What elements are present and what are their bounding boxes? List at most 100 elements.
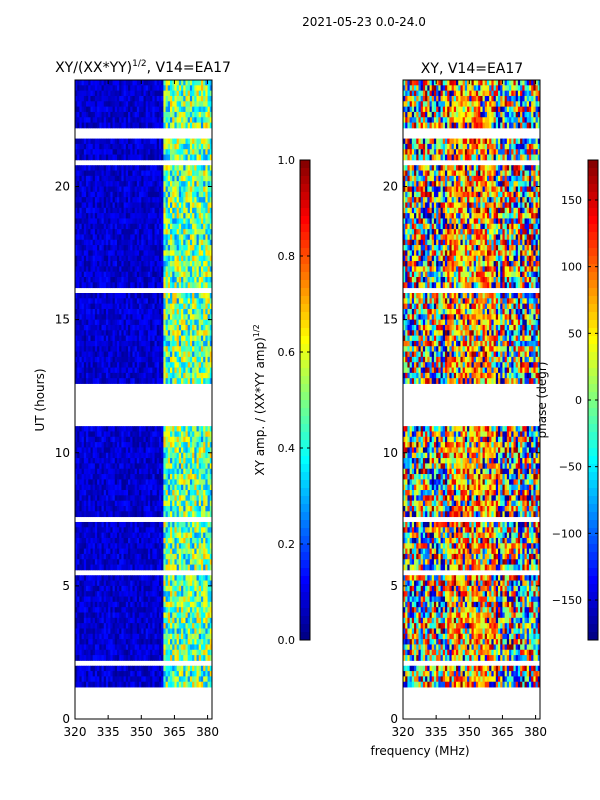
heatmap-cell: [178, 111, 182, 118]
heatmap-cell: [114, 245, 118, 251]
heatmap-cell: [147, 250, 151, 257]
heatmap-cell: [88, 207, 91, 214]
heatmap-cell: [119, 90, 122, 97]
heatmap-cell: [94, 85, 98, 92]
heatmap-cell: [121, 261, 125, 267]
heatmap-cell: [134, 122, 138, 129]
heatmap-cell: [125, 426, 129, 432]
heatmap-cell: [165, 80, 169, 86]
heatmap-cell: [172, 431, 175, 438]
heatmap-cell: [170, 308, 173, 315]
heatmap-cell: [123, 165, 127, 171]
heatmap-cell: [99, 239, 102, 246]
heatmap-cell: [116, 143, 120, 150]
heatmap-cell: [158, 314, 162, 321]
heatmap-cell: [130, 154, 133, 161]
heatmap-cell: [139, 277, 142, 283]
heatmap-cell: [88, 165, 91, 171]
heatmap-cell: [176, 319, 180, 326]
heatmap-cell: [207, 138, 211, 145]
heatmap-cell: [152, 191, 155, 198]
heatmap-cell: [198, 85, 202, 92]
heatmap-cell: [205, 303, 208, 310]
heatmap-cell: [116, 165, 120, 171]
heatmap-cell: [161, 175, 164, 182]
heatmap-cell: [99, 95, 102, 102]
heatmap-cell: [209, 90, 213, 97]
heatmap-cell: [163, 303, 166, 310]
heatmap-cell: [139, 266, 142, 273]
heatmap-cell: [103, 90, 107, 97]
heatmap-cell: [200, 351, 204, 358]
heatmap-cell: [141, 154, 144, 161]
heatmap-cell: [97, 324, 100, 331]
heatmap-cell: [92, 250, 96, 257]
heatmap-cell: [189, 239, 193, 246]
heatmap-cell: [92, 165, 96, 171]
heatmap-cell: [158, 319, 162, 326]
heatmap-cell: [97, 351, 100, 358]
heatmap-cell: [198, 106, 202, 113]
heatmap-cell: [114, 191, 118, 198]
heatmap-cell: [125, 298, 129, 305]
heatmap-cell: [92, 80, 96, 86]
heatmap-cell: [77, 181, 80, 187]
heatmap-cell: [77, 191, 80, 198]
heatmap-cell: [207, 346, 211, 352]
heatmap-cell: [125, 138, 129, 145]
heatmap-cell: [128, 340, 131, 347]
heatmap-cell: [77, 298, 80, 305]
heatmap-cell: [121, 255, 125, 262]
heatmap-cell: [125, 314, 129, 321]
heatmap-cell: [152, 213, 155, 219]
heatmap-cell: [194, 101, 197, 108]
heatmap-cell: [178, 255, 182, 262]
heatmap-cell: [99, 277, 102, 283]
heatmap-cell: [83, 426, 87, 432]
heatmap-cell: [130, 80, 133, 86]
heatmap-cell: [136, 170, 140, 177]
heatmap-cell: [128, 372, 131, 379]
heatmap-cell: [163, 298, 166, 305]
heatmap-cell: [81, 330, 85, 336]
heatmap-cell: [156, 340, 160, 347]
heatmap-cell: [125, 197, 129, 203]
heatmap-cell: [158, 266, 162, 273]
heatmap-cell: [108, 85, 111, 92]
heatmap-cell: [139, 138, 142, 145]
heatmap-cell: [105, 223, 109, 230]
heatmap-cell: [187, 111, 191, 118]
heatmap-cell: [88, 143, 91, 150]
heatmap-cell: [136, 356, 140, 363]
heatmap-cell: [75, 197, 78, 203]
heatmap-cell: [141, 356, 144, 363]
heatmap-cell: [128, 117, 131, 124]
heatmap-cell: [154, 165, 158, 171]
heatmap-cell: [205, 143, 208, 150]
heatmap-cell: [116, 175, 120, 182]
heatmap-cell: [200, 431, 204, 438]
heatmap-cell: [119, 330, 122, 336]
heatmap-cell: [145, 218, 149, 225]
heatmap-cell: [134, 340, 138, 347]
heatmap-cell: [75, 277, 78, 283]
heatmap-cell: [170, 255, 173, 262]
heatmap-cell: [147, 202, 151, 209]
heatmap-cell: [174, 181, 178, 187]
heatmap-cell: [125, 340, 129, 347]
heatmap-cell: [161, 223, 164, 230]
heatmap-cell: [187, 165, 191, 171]
heatmap-cell: [154, 143, 158, 150]
heatmap-cell: [92, 202, 96, 209]
heatmap-cell: [105, 165, 109, 171]
heatmap-cell: [183, 282, 186, 289]
heatmap-cell: [174, 170, 178, 177]
heatmap-cell: [123, 250, 127, 257]
heatmap-cell: [143, 378, 147, 384]
heatmap-cell: [134, 282, 138, 289]
heatmap-cell: [176, 261, 180, 267]
heatmap-cell: [110, 229, 113, 235]
heatmap-cell: [200, 80, 204, 86]
heatmap-cell: [101, 90, 105, 97]
heatmap-cell: [101, 170, 105, 177]
